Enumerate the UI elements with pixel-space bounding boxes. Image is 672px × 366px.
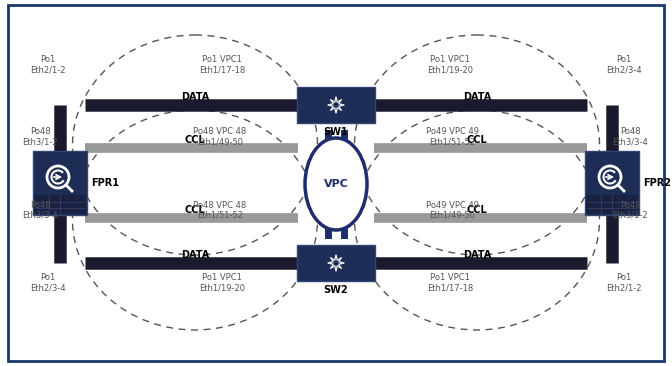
FancyBboxPatch shape	[297, 87, 375, 123]
Text: Po1 VPC1: Po1 VPC1	[430, 273, 470, 283]
Text: Eth3/3-4: Eth3/3-4	[22, 210, 58, 220]
Text: Eth1/19-20: Eth1/19-20	[427, 66, 473, 75]
Circle shape	[331, 100, 341, 110]
Text: Po1: Po1	[616, 56, 632, 64]
Text: SW2: SW2	[324, 285, 348, 295]
Text: Po1: Po1	[40, 273, 56, 283]
Text: Po1 VPC1: Po1 VPC1	[202, 273, 242, 283]
Text: Eth3/3-4: Eth3/3-4	[612, 138, 648, 146]
Text: DATA: DATA	[181, 92, 209, 102]
Text: VPC: VPC	[323, 179, 349, 189]
Text: Po1 VPC1: Po1 VPC1	[202, 56, 242, 64]
Text: Eth3/1-2: Eth3/1-2	[612, 210, 648, 220]
Circle shape	[331, 258, 341, 268]
Text: Po48 VPC 48: Po48 VPC 48	[194, 127, 247, 137]
Text: Eth1/17-18: Eth1/17-18	[427, 284, 473, 292]
Text: Eth1/51-52: Eth1/51-52	[197, 210, 243, 220]
Circle shape	[331, 258, 341, 268]
Text: FPR2: FPR2	[643, 178, 671, 188]
Text: CCL: CCL	[185, 135, 206, 145]
Bar	[586, 195, 638, 214]
Text: Po1: Po1	[616, 273, 632, 283]
Text: Eth1/51-52: Eth1/51-52	[429, 138, 475, 146]
Text: Eth1/49-50: Eth1/49-50	[197, 138, 243, 146]
Text: SW1: SW1	[324, 127, 348, 137]
Text: Eth2/3-4: Eth2/3-4	[30, 284, 66, 292]
Circle shape	[331, 100, 341, 110]
Text: Po48 VPC 48: Po48 VPC 48	[194, 201, 247, 209]
Text: Eth2/1-2: Eth2/1-2	[30, 66, 66, 75]
Text: Po48: Po48	[30, 127, 50, 137]
Text: Eth3/1-2: Eth3/1-2	[22, 138, 58, 146]
Text: CCL: CCL	[466, 205, 487, 215]
Text: DATA: DATA	[181, 250, 209, 260]
Text: Eth1/49-50: Eth1/49-50	[429, 210, 475, 220]
Text: Po48: Po48	[30, 201, 50, 209]
Text: FPR1: FPR1	[91, 178, 119, 188]
Text: Eth1/19-20: Eth1/19-20	[199, 284, 245, 292]
Text: DATA: DATA	[463, 92, 491, 102]
Text: Po1 VPC1: Po1 VPC1	[430, 56, 470, 64]
FancyBboxPatch shape	[297, 245, 375, 281]
Text: CCL: CCL	[185, 205, 206, 215]
Text: Po48: Po48	[620, 201, 640, 209]
Text: DATA: DATA	[463, 250, 491, 260]
Text: Po48: Po48	[620, 127, 640, 137]
Text: Po49 VPC 49: Po49 VPC 49	[425, 127, 478, 137]
Text: Po49 VPC 49: Po49 VPC 49	[425, 201, 478, 209]
Text: CCL: CCL	[466, 135, 487, 145]
Ellipse shape	[305, 138, 367, 230]
Text: Eth1/17-18: Eth1/17-18	[199, 66, 245, 75]
Text: Eth2/1-2: Eth2/1-2	[606, 284, 642, 292]
Text: Eth2/3-4: Eth2/3-4	[606, 66, 642, 75]
FancyBboxPatch shape	[33, 151, 87, 215]
FancyBboxPatch shape	[585, 151, 639, 215]
Text: Po1: Po1	[40, 56, 56, 64]
Bar	[34, 195, 86, 214]
